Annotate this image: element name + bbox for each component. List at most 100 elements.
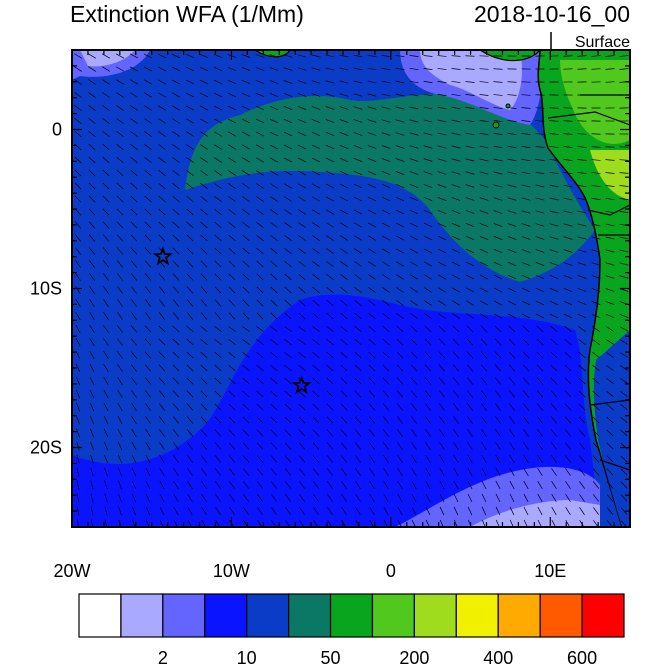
x-tick-label: 0	[386, 561, 396, 581]
wind-vector	[606, 352, 614, 358]
wind-vector	[397, 455, 403, 463]
wind-vector	[312, 442, 320, 450]
wind-vector	[437, 274, 447, 280]
wind-vector	[549, 184, 559, 188]
wind-vector	[185, 53, 195, 59]
wind-vector	[591, 301, 601, 305]
wind-vector	[425, 493, 431, 503]
wind-vector	[172, 182, 180, 190]
wind-vector	[367, 93, 377, 97]
wind-vector	[578, 326, 586, 332]
wind-vector	[339, 157, 349, 163]
wind-vector	[201, 481, 207, 489]
wind-vector	[465, 106, 475, 110]
wind-vector	[75, 389, 81, 399]
colorbar: 2 10 50 200 400 600	[78, 593, 625, 667]
wind-vector	[382, 338, 390, 346]
wind-vector	[104, 493, 108, 503]
wind-vector	[186, 429, 194, 437]
wind-vector	[535, 287, 545, 293]
wind-vector	[115, 66, 125, 72]
wind-vector	[480, 351, 488, 359]
wind-vector	[493, 81, 503, 83]
wind-vector	[200, 273, 208, 281]
wind-vector	[76, 415, 80, 425]
wind-vector	[592, 364, 600, 372]
wind-vector	[186, 286, 194, 294]
wind-vector	[395, 183, 405, 189]
wind-vector	[438, 351, 446, 359]
wind-vector	[494, 364, 502, 372]
wind-vector	[171, 53, 181, 59]
wind-vector	[187, 481, 193, 489]
wind-vector	[144, 364, 152, 372]
wind-vector	[172, 234, 180, 242]
wind-vector	[507, 107, 517, 109]
wind-vector	[158, 351, 166, 359]
wind-vector	[577, 133, 587, 135]
wind-vector	[521, 158, 531, 162]
wind-vector	[173, 468, 179, 476]
wind-vector	[88, 105, 96, 111]
wind-vector	[200, 364, 208, 372]
wind-vector	[325, 131, 335, 137]
wind-vector	[241, 131, 251, 137]
colorbar-label: 600	[567, 648, 597, 667]
wind-vector	[605, 223, 615, 227]
wind-vector	[438, 325, 446, 333]
wind-vector	[214, 312, 222, 320]
wind-vector	[563, 288, 573, 292]
wind-vector	[353, 145, 363, 149]
wind-vector	[549, 197, 559, 201]
wind-vector	[577, 300, 587, 306]
wind-vector	[565, 455, 571, 463]
wind-vector	[451, 287, 461, 293]
wind-vector	[256, 209, 264, 215]
wind-vector	[467, 467, 473, 477]
wind-vector	[369, 493, 375, 503]
wind-vector	[298, 351, 306, 359]
wind-vector	[312, 351, 320, 359]
wind-vector	[199, 105, 209, 111]
wind-vector	[270, 339, 278, 345]
wind-vector	[186, 234, 194, 242]
wind-vector	[159, 493, 165, 503]
wind-vector	[396, 287, 404, 293]
wind-vector	[103, 428, 109, 438]
wind-vector	[145, 480, 151, 490]
wind-vector	[381, 196, 391, 202]
wind-vector	[242, 183, 250, 189]
wind-vector	[255, 144, 265, 150]
wind-vector	[507, 94, 517, 96]
wind-vector	[242, 234, 250, 242]
wind-vector	[521, 107, 531, 109]
wind-vector	[396, 390, 404, 398]
wind-vector	[495, 480, 501, 490]
wind-vector	[523, 429, 529, 437]
wind-vector	[116, 182, 124, 190]
wind-vector	[186, 170, 194, 176]
colorbar-label: 10	[237, 648, 257, 667]
wind-vector	[214, 247, 222, 255]
wind-vector	[340, 364, 348, 372]
wind-vector	[619, 223, 629, 227]
wind-vector	[382, 429, 390, 437]
wind-vector	[535, 197, 545, 201]
wind-vector	[269, 183, 279, 189]
wind-vector	[620, 403, 628, 411]
wind-vector	[201, 507, 207, 515]
wind-vector	[606, 442, 614, 450]
wind-vector	[102, 143, 110, 151]
wind-vector	[411, 506, 417, 516]
wind-vector	[495, 403, 501, 411]
wind-vector	[213, 92, 223, 98]
wind-vector	[214, 351, 222, 359]
wind-vector	[409, 248, 419, 254]
wind-vector	[605, 275, 615, 279]
wind-vector	[88, 234, 96, 242]
wind-vector	[102, 234, 110, 242]
wind-vector	[563, 313, 573, 319]
wind-vector	[214, 403, 222, 411]
wind-vector	[452, 338, 460, 346]
wind-vector	[465, 145, 475, 149]
